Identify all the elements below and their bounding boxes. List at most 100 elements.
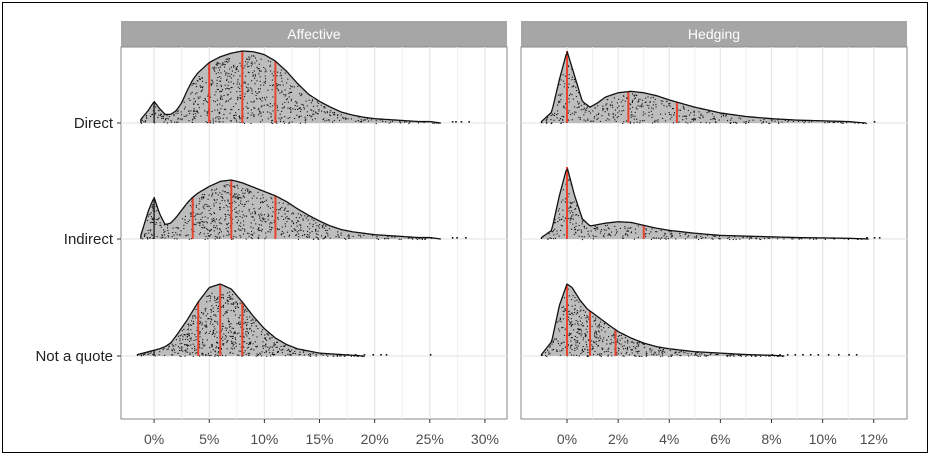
data-point — [214, 333, 216, 335]
data-point — [237, 197, 239, 199]
data-point — [291, 349, 293, 351]
data-point — [202, 87, 204, 89]
data-point — [199, 320, 201, 322]
data-point — [277, 89, 279, 91]
data-point — [602, 339, 604, 341]
data-point — [188, 98, 190, 100]
x-tick-label: 6% — [710, 431, 730, 447]
data-point — [603, 108, 605, 110]
data-point — [195, 218, 197, 220]
data-point — [695, 236, 697, 238]
data-point — [553, 234, 555, 236]
data-point — [417, 122, 419, 124]
data-point — [298, 220, 300, 222]
data-point — [313, 113, 315, 115]
data-point — [141, 119, 143, 121]
data-point — [147, 238, 149, 240]
data-point — [193, 323, 195, 325]
data-point — [219, 76, 221, 78]
data-point — [182, 339, 184, 341]
data-point — [264, 82, 266, 84]
data-point — [657, 119, 659, 121]
data-point — [273, 354, 275, 356]
data-point — [597, 345, 600, 347]
data-point — [291, 230, 293, 232]
data-point — [601, 329, 603, 331]
data-point — [587, 233, 589, 235]
data-point — [569, 206, 571, 208]
data-point — [252, 203, 254, 205]
data-point — [295, 102, 297, 104]
outlier-point — [873, 121, 876, 123]
x-tick-label: 10% — [809, 431, 837, 447]
data-point — [299, 115, 301, 117]
data-point — [604, 111, 606, 113]
data-point — [584, 348, 586, 350]
outlier-point — [465, 237, 467, 239]
data-point — [292, 223, 294, 225]
data-point — [227, 87, 229, 90]
data-point — [385, 121, 387, 123]
data-point — [277, 217, 279, 219]
data-point — [637, 225, 639, 227]
data-point — [573, 329, 575, 331]
data-point — [220, 95, 222, 97]
data-point — [269, 103, 272, 105]
data-point — [231, 109, 233, 111]
data-point — [713, 118, 715, 120]
data-point — [669, 105, 671, 107]
data-point — [190, 344, 192, 346]
data-point — [718, 119, 720, 121]
data-point — [664, 237, 666, 239]
data-point — [260, 224, 262, 226]
data-point — [564, 309, 566, 311]
data-point — [230, 81, 232, 83]
data-point — [719, 238, 721, 240]
data-point — [237, 323, 239, 325]
data-point — [232, 303, 234, 305]
data-point — [233, 303, 235, 305]
data-point — [193, 116, 195, 118]
data-point — [432, 122, 434, 124]
data-point — [276, 122, 278, 124]
data-point — [743, 121, 745, 123]
data-point — [213, 230, 215, 232]
data-point — [190, 324, 192, 326]
data-point — [262, 217, 264, 219]
data-point — [573, 354, 575, 356]
data-point — [237, 86, 239, 88]
data-point — [237, 81, 239, 83]
data-point — [247, 61, 249, 63]
data-point — [247, 58, 249, 60]
data-point — [598, 337, 600, 339]
data-point — [145, 116, 148, 118]
data-point — [626, 97, 628, 99]
data-point — [583, 103, 585, 105]
data-point — [221, 328, 223, 330]
data-point — [225, 88, 227, 90]
data-point — [307, 226, 309, 228]
data-point — [271, 120, 273, 122]
data-point — [148, 232, 150, 234]
data-point — [168, 346, 170, 348]
data-point — [192, 355, 194, 357]
data-point — [633, 94, 635, 96]
data-point — [278, 202, 280, 204]
data-point — [707, 111, 710, 113]
data-point — [217, 342, 219, 344]
data-point — [220, 80, 222, 82]
data-point — [205, 324, 207, 326]
data-point — [166, 122, 169, 124]
data-point — [231, 342, 233, 344]
data-point — [568, 316, 570, 318]
data-point — [226, 311, 228, 313]
data-point — [685, 118, 687, 120]
data-point — [575, 232, 577, 234]
data-point — [624, 100, 626, 102]
data-point — [568, 178, 571, 180]
data-point — [151, 234, 153, 236]
data-point — [302, 104, 304, 106]
data-point — [167, 348, 169, 350]
data-point — [562, 310, 564, 312]
data-point — [254, 57, 257, 59]
